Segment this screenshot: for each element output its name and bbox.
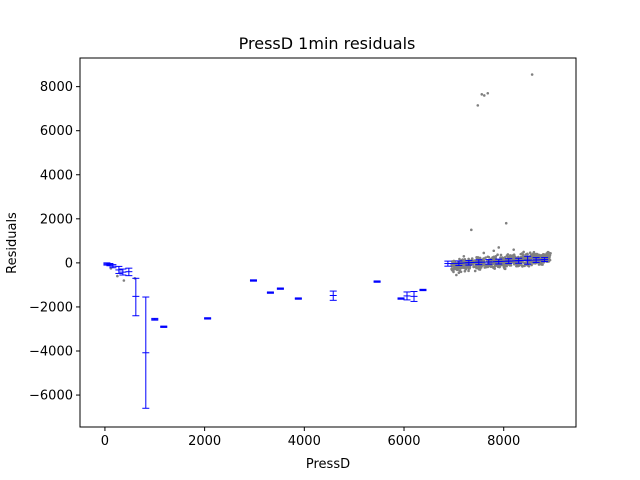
x-tick-label: 4000 xyxy=(288,434,321,449)
scatter-point xyxy=(458,269,462,273)
scatter-point xyxy=(499,253,503,257)
x-tick-label: 8000 xyxy=(487,434,520,449)
errorbar-layer xyxy=(103,255,549,409)
y-axis-title: Residuals xyxy=(5,212,20,274)
scatter-point xyxy=(463,269,467,273)
scatter-point xyxy=(472,265,476,269)
scatter-point xyxy=(473,269,477,273)
scatter-point xyxy=(537,254,541,258)
scatter-point xyxy=(467,269,470,273)
y-tick-label: 8000 xyxy=(40,80,73,95)
scatter-point xyxy=(492,255,496,259)
scatter-point xyxy=(450,265,454,268)
scatter-point xyxy=(489,264,493,267)
x-tick-label: 6000 xyxy=(387,434,420,449)
scatter-point xyxy=(496,253,499,256)
scatter-point xyxy=(521,254,525,258)
scatter-point xyxy=(480,93,484,96)
scatter-point xyxy=(486,255,490,259)
scatter-point xyxy=(462,264,466,267)
scatter-point xyxy=(457,271,461,275)
scatter-point xyxy=(543,253,546,256)
y-tick-label: −4000 xyxy=(29,344,73,359)
scatter-point xyxy=(482,94,486,97)
scatter-point xyxy=(526,252,529,256)
errorbar-trend-line xyxy=(447,259,545,265)
scatter-point xyxy=(455,273,458,277)
scatter-point xyxy=(545,253,549,257)
x-tick-label: 2000 xyxy=(188,434,221,449)
scatter-point xyxy=(549,251,552,255)
scatter-point xyxy=(492,249,496,253)
scatter-point xyxy=(530,73,534,76)
scatter-point xyxy=(532,250,536,254)
scatter-point xyxy=(478,265,481,269)
scatter-point xyxy=(512,254,515,258)
scatter-point xyxy=(502,266,506,269)
scatter-point xyxy=(523,264,526,268)
chart-title: PressD 1min residuals xyxy=(239,34,416,53)
scatter-point xyxy=(458,257,461,261)
scatter-point xyxy=(456,266,459,270)
scatter-point xyxy=(530,254,534,258)
scatter-point xyxy=(527,264,531,268)
scatter-point xyxy=(452,259,456,263)
y-tick-label: 4000 xyxy=(40,168,73,183)
scatter-point xyxy=(452,268,456,271)
scatter-point xyxy=(463,266,466,270)
scatter-point xyxy=(493,262,496,266)
scatter-point xyxy=(462,254,466,258)
scatter-point xyxy=(467,257,470,261)
scatter-point xyxy=(461,259,465,262)
scatter-point xyxy=(547,254,551,258)
scatter-point xyxy=(476,104,480,107)
y-tick-label: −6000 xyxy=(29,389,73,404)
scatter-point xyxy=(539,263,543,266)
scatter-point xyxy=(502,256,506,260)
scatter-point xyxy=(534,254,538,258)
scatter-point xyxy=(525,256,528,260)
scatter-point xyxy=(497,246,501,249)
y-tick-label: −2000 xyxy=(29,300,73,315)
scatter-point xyxy=(520,263,523,267)
scatter-point xyxy=(486,265,490,269)
scatter-point xyxy=(460,266,463,269)
scatter-point xyxy=(519,252,523,256)
scatter-point xyxy=(484,256,487,259)
scatter-point xyxy=(452,270,455,274)
scatter-point xyxy=(467,266,470,270)
plot-area-frame xyxy=(79,57,577,428)
scatter-point xyxy=(522,250,525,254)
scatter-point xyxy=(534,252,538,256)
scatter-point xyxy=(122,279,126,282)
scatter-point xyxy=(475,256,479,260)
y-tick-label: 2000 xyxy=(40,212,73,227)
scatter-layer xyxy=(109,73,552,282)
y-axis-ticks: −6000 −4000 −2000 0 2000 4000 6000 8000 xyxy=(29,80,80,404)
scatter-point xyxy=(512,248,515,251)
scatter-point xyxy=(486,91,490,95)
scatter-point xyxy=(477,267,481,271)
scatter-point xyxy=(482,251,486,255)
scatter-point xyxy=(505,254,509,257)
scatter-point xyxy=(470,228,473,232)
y-tick-label: 6000 xyxy=(40,124,73,139)
x-axis-ticks: 0 2000 4000 6000 8000 xyxy=(101,427,520,449)
scatter-point xyxy=(516,264,520,268)
y-tick-label: 0 xyxy=(65,256,73,271)
scatter-point xyxy=(116,274,119,278)
scatter-point xyxy=(521,260,525,264)
scatter-point xyxy=(504,221,508,225)
scatter-point xyxy=(483,266,487,269)
scatter-point xyxy=(494,264,498,267)
scatter-point xyxy=(528,251,532,254)
x-tick-label: 0 xyxy=(101,434,109,449)
x-axis-title: PressD xyxy=(306,457,350,472)
